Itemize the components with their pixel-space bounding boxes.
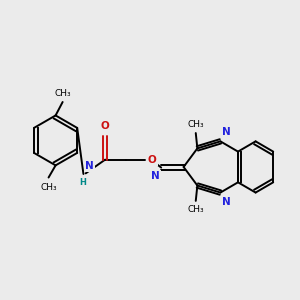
Text: CH₃: CH₃ <box>40 183 57 192</box>
Text: O: O <box>148 154 157 165</box>
Text: CH₃: CH₃ <box>188 120 204 129</box>
Text: N: N <box>85 161 94 171</box>
Text: CH₃: CH₃ <box>188 206 204 214</box>
Text: N: N <box>222 127 231 137</box>
Text: N: N <box>151 171 160 182</box>
Text: CH₃: CH₃ <box>54 88 71 98</box>
Text: O: O <box>101 121 110 131</box>
Text: H: H <box>80 178 86 187</box>
Text: N: N <box>222 197 231 207</box>
